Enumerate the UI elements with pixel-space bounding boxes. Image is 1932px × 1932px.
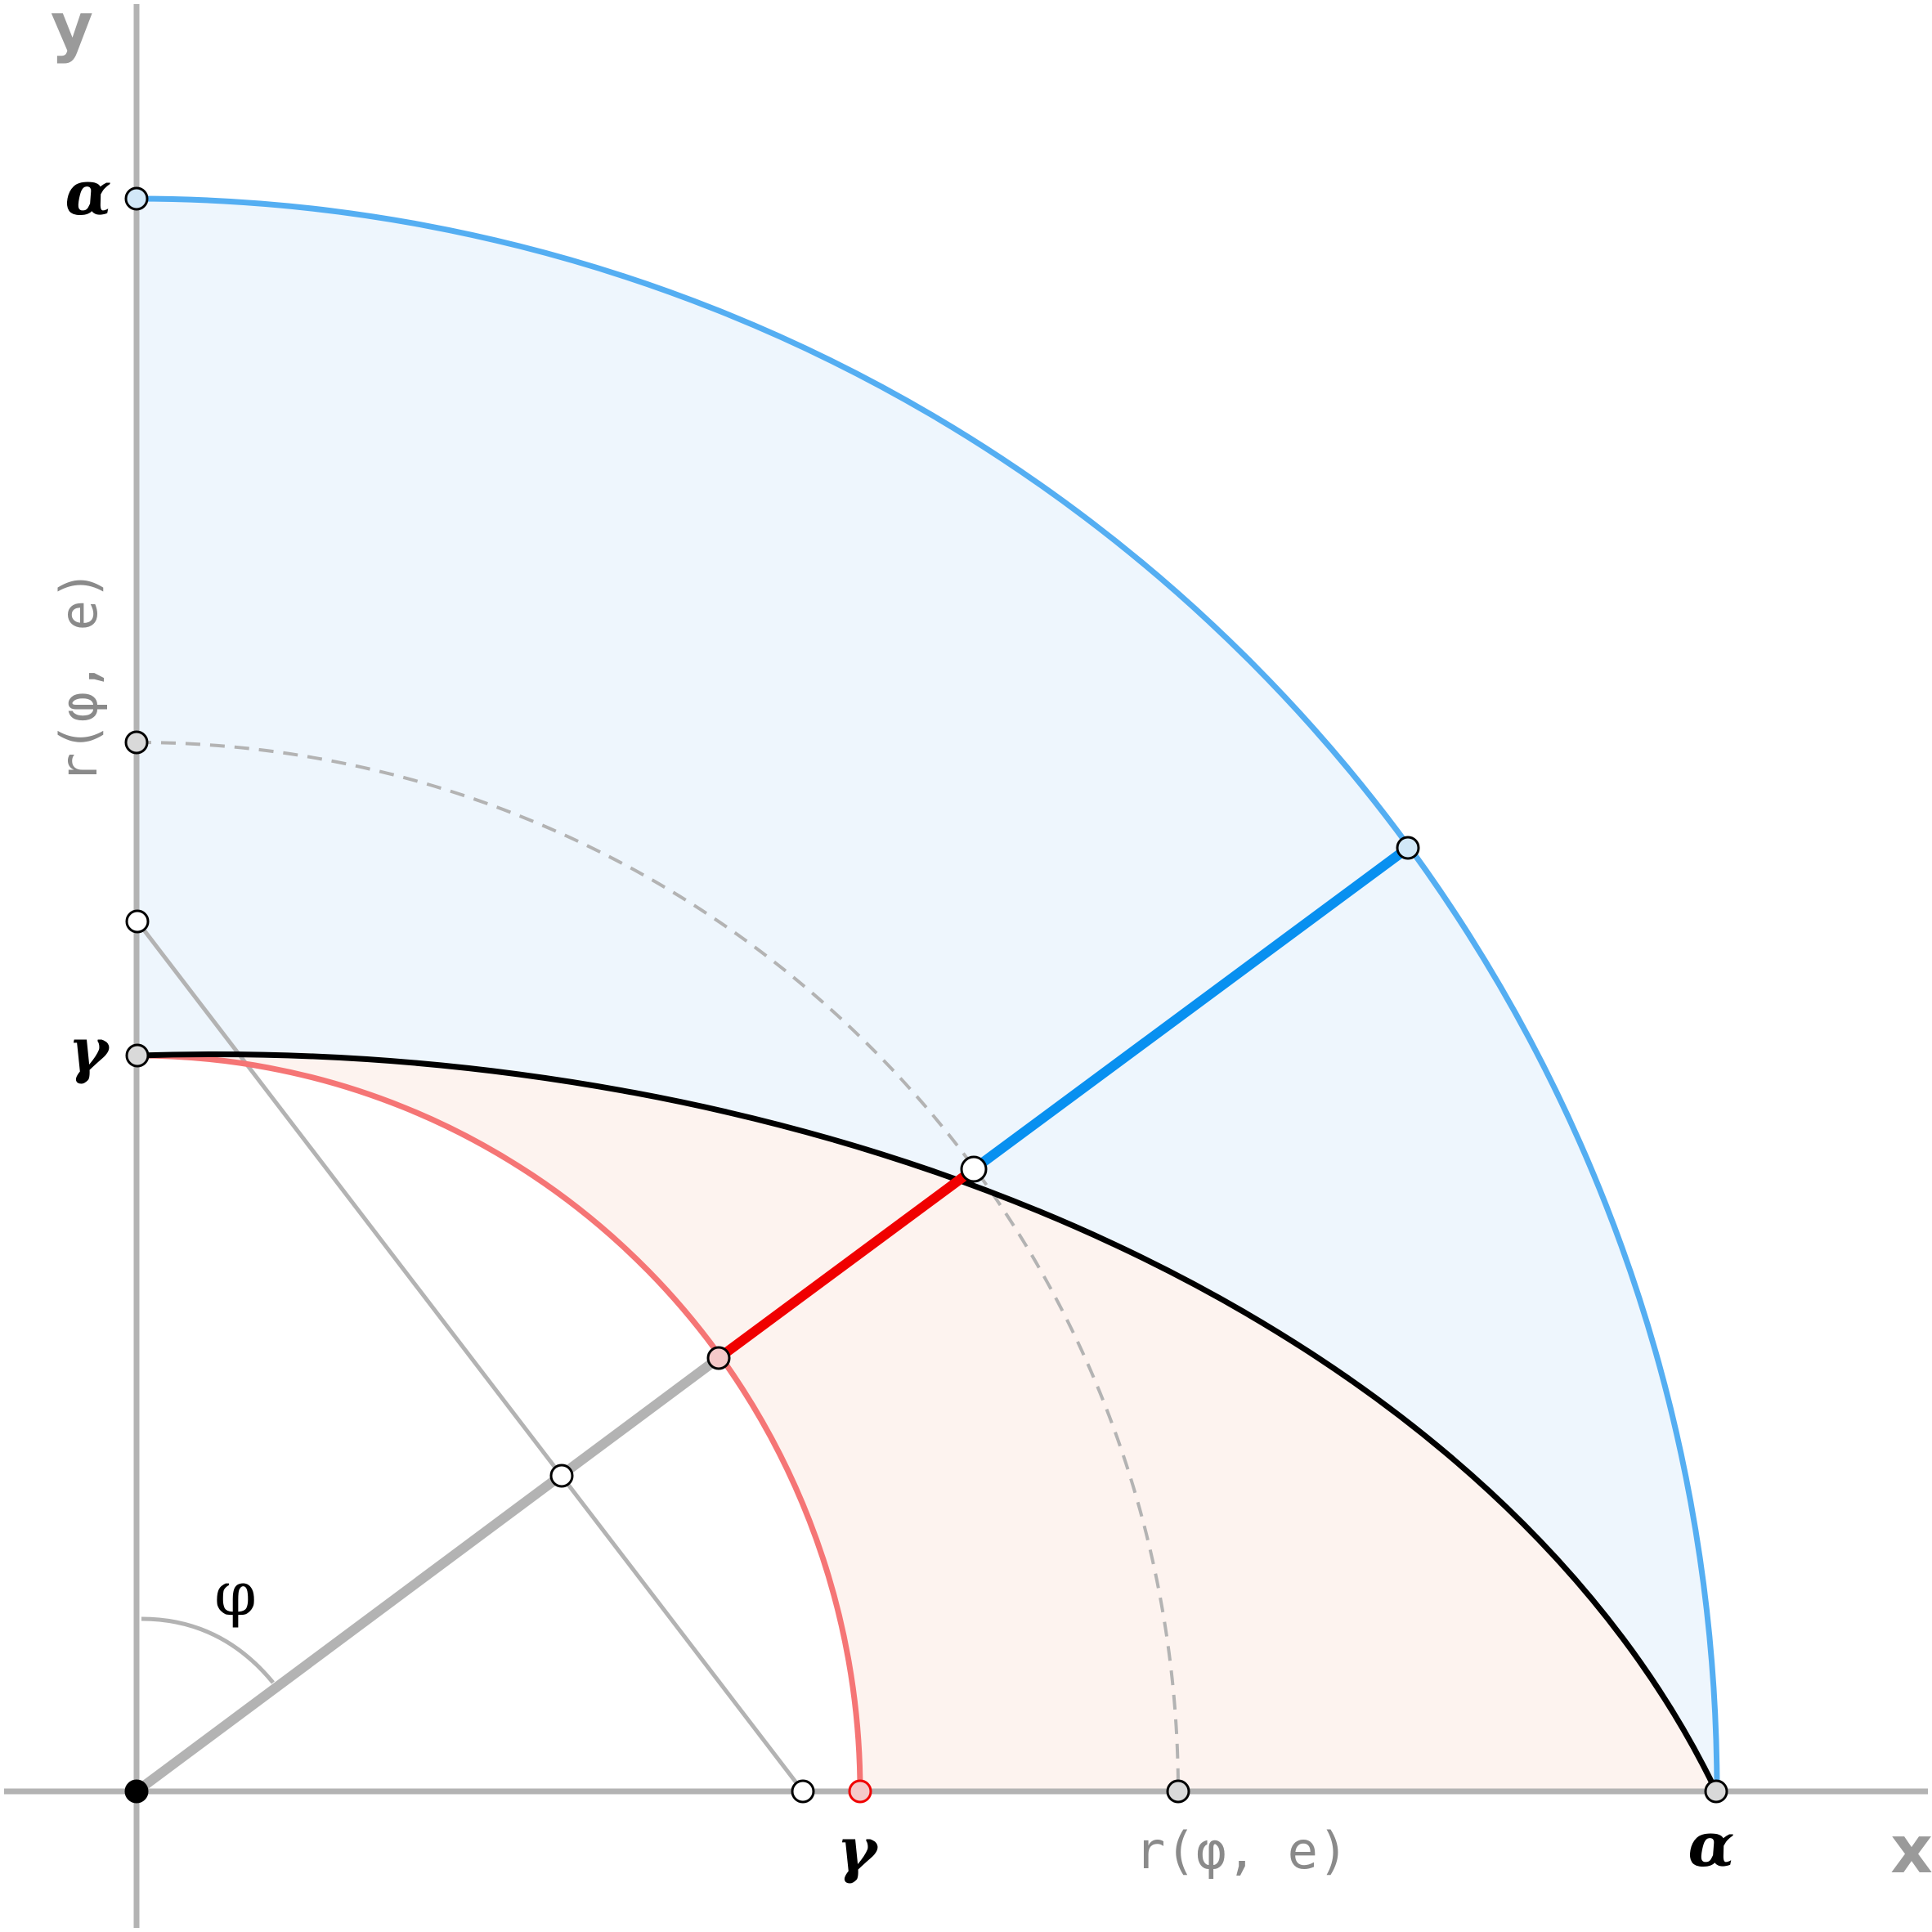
point-alpha-x [1704, 1779, 1728, 1804]
point-inner-circle [706, 1346, 731, 1370]
point-radius-y [124, 730, 149, 755]
red-segment [715, 1165, 977, 1362]
ellipse-arc [137, 1051, 1719, 1793]
x-axis-label: x [1890, 1812, 1932, 1888]
outer-circle-arc [136, 195, 1720, 1792]
ellipse-region-outside-inner-circle [137, 1054, 1716, 1791]
angle-arc-phi [141, 1616, 275, 1684]
y-axis-label: y [51, 0, 93, 65]
point-normal-y [125, 909, 150, 934]
point-foot-normal [549, 1464, 574, 1488]
blue-segment [970, 844, 1411, 1173]
point-normal-x [791, 1779, 815, 1804]
gamma-label-y: γ [69, 1015, 111, 1086]
point-gamma-y [125, 1043, 150, 1068]
alpha-label-y: α [65, 159, 112, 229]
point-alpha-y [124, 186, 149, 211]
radius-arc-dashed [136, 741, 1180, 1792]
radius-label-y: r(φ, e) [49, 570, 109, 783]
point-ellipse [960, 1155, 988, 1183]
alpha-label-x: α [1688, 1810, 1735, 1880]
radius-label-x: r(φ, e) [1135, 1821, 1348, 1880]
point-outer-circle [1396, 836, 1420, 860]
inner-circle-arc [137, 1052, 863, 1792]
phi-label: φ [214, 1559, 257, 1629]
gamma-label-x: γ [837, 1815, 880, 1885]
ray-phi [133, 1354, 722, 1795]
point-origin [124, 1779, 149, 1804]
point-radius-x [1166, 1779, 1190, 1804]
point-gamma-x [848, 1779, 872, 1804]
inner-circle-region [137, 1056, 860, 1791]
